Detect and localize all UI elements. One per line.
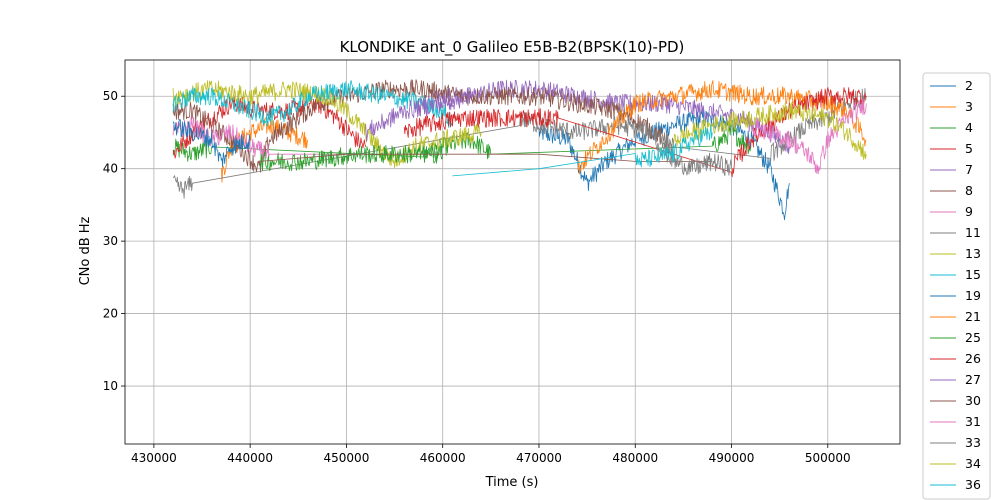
legend-label-3: 3 [965,99,973,114]
x-tick-label: 470000 [516,451,562,465]
legend-label-9: 9 [965,204,973,219]
x-axis-ticks: 430000 440000 450000 460000 470000 480000 4900… [131,444,851,465]
axes-frame [124,59,901,445]
legend-box [922,72,991,500]
series-line-25 [259,144,444,172]
y-tick-label: 30 [103,234,118,248]
series-line-8 [172,79,674,173]
legend-label-36: 36 [965,477,981,492]
legend-label-5: 5 [965,141,973,156]
legend-label-31: 31 [965,414,981,429]
plot-area [125,60,900,444]
x-tick-label: 440000 [227,451,273,465]
series-line-15 [172,80,453,129]
axes-border [124,59,901,445]
series-line-26 [403,87,867,178]
series-layer [172,79,867,221]
x-tick-label: 500000 [805,451,851,465]
series-line-11 [172,88,867,199]
legend-label-7: 7 [965,162,973,177]
legend-label-27: 27 [965,372,981,387]
y-axis-label: CNo dB Hz [78,216,93,285]
x-tick-label: 450000 [324,451,370,465]
legend-label-13: 13 [965,246,981,261]
legend-label-4: 4 [965,120,973,135]
series-line-27 [365,88,472,142]
series-line-7 [423,79,790,155]
x-tick-label: 480000 [612,451,658,465]
legend-label-2: 2 [965,78,973,93]
legend-label-25: 25 [965,330,981,345]
legend-label-8: 8 [965,183,973,198]
plot-background [125,60,900,444]
legend-label-34: 34 [965,456,981,471]
x-tick-label: 460000 [420,451,466,465]
legend-label-19: 19 [965,288,981,303]
x-axis-label: Time (s) [485,475,539,490]
series-line-33 [654,134,732,176]
series-line-13 [172,80,482,169]
x-tick-label: 430000 [131,451,177,465]
legend-label-33: 33 [965,435,981,450]
y-tick-label: 20 [103,307,118,321]
series-line-19 [172,118,251,168]
series-line-31 [750,98,867,175]
legend-label-26: 26 [965,351,981,366]
legend-label-11: 11 [965,225,981,240]
y-tick-label: 50 [103,89,118,103]
legend-label-21: 21 [965,309,981,324]
y-tick-label: 10 [103,379,118,393]
series-line-5 [172,94,367,159]
x-tick-label: 490000 [709,451,755,465]
legend-label-30: 30 [965,393,981,408]
y-axis-ticks: 10 20 30 40 50 [103,89,125,393]
series-line-36 [452,124,713,177]
y-tick-label: 40 [103,162,118,176]
chart-title: KLONDIKE ant_0 Galileo E5B-B2(BPSK(10)-P… [340,38,685,57]
legend-label-15: 15 [965,267,981,282]
